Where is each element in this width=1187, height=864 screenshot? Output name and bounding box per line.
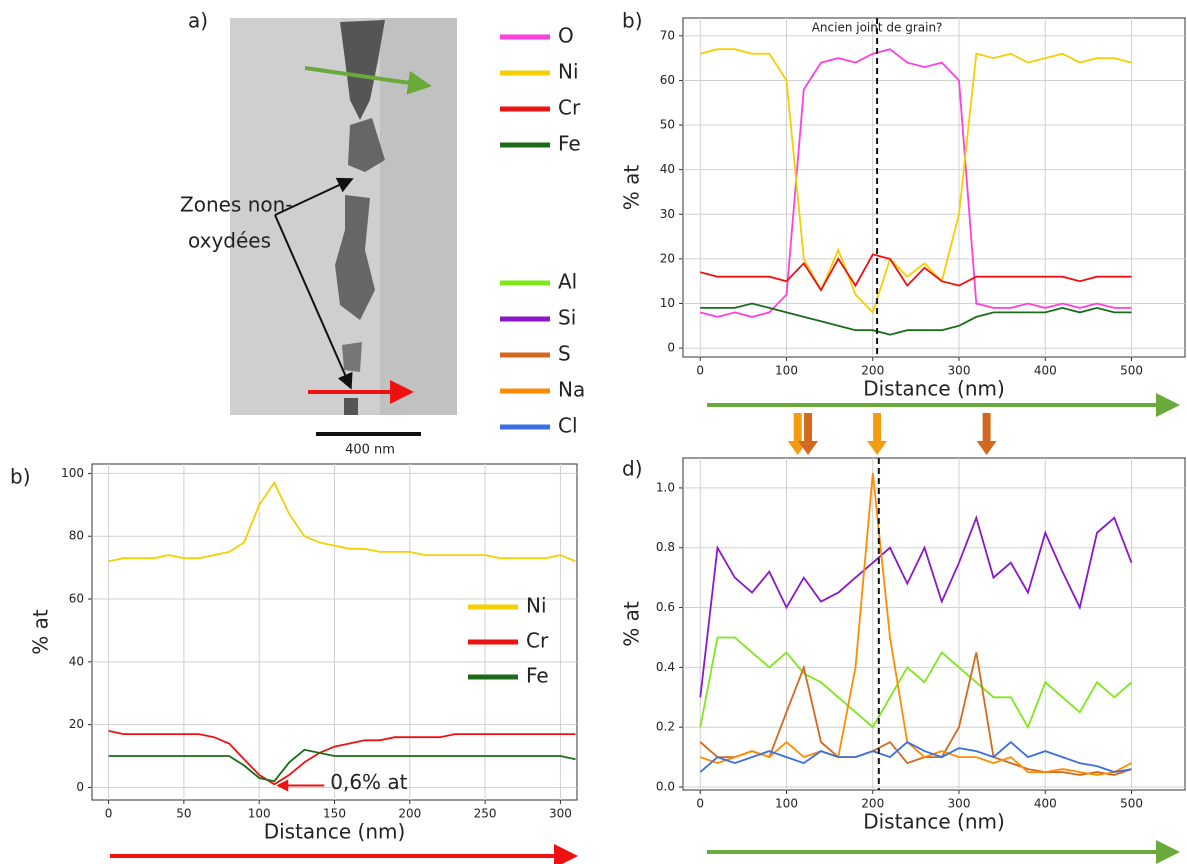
x-tick-label: 200: [861, 364, 884, 378]
legend-label: S: [558, 342, 571, 366]
panel-label: b): [622, 9, 643, 33]
x-tick-label: 0: [696, 364, 704, 378]
y-tick-label: 20: [660, 251, 675, 265]
panel-label: b): [10, 465, 31, 489]
annotation: Zones non-: [180, 193, 293, 217]
x-tick-label: 100: [775, 364, 798, 378]
legend-label: Al: [558, 270, 577, 294]
y-axis-label: % at: [620, 165, 644, 211]
scale-label: 400 nm: [345, 443, 395, 458]
series-line: [699, 740, 1132, 774]
y-tick-label: 0: [667, 341, 675, 355]
x-axis-label: Distance (nm): [863, 377, 1005, 401]
y-tick-label: 60: [660, 73, 675, 87]
plot-area: [682, 17, 1186, 358]
legend-label: Si: [558, 306, 576, 330]
legend-label: Cl: [558, 414, 578, 438]
x-tick-label: 400: [1034, 364, 1057, 378]
x-tick-label: 50: [176, 807, 191, 821]
y-tick-label: 40: [69, 654, 84, 668]
y-tick-label: 50: [660, 118, 675, 132]
x-axis-label: Distance (nm): [863, 810, 1005, 834]
x-tick-label: 300: [549, 807, 572, 821]
y-tick-label: 0: [76, 780, 84, 794]
y-tick-label: 60: [69, 592, 84, 606]
legend-label: Cr: [558, 96, 581, 120]
y-tick-label: 1.0: [656, 480, 675, 494]
panel-label: a): [188, 9, 208, 33]
legend-label: Na: [558, 378, 585, 402]
y-tick-label: 20: [69, 717, 84, 731]
x-tick-label: 400: [1034, 797, 1057, 811]
y-tick-label: 0.2: [656, 720, 675, 734]
y-tick-label: 10: [660, 296, 675, 310]
oxide: [348, 118, 385, 172]
series-line: [108, 748, 576, 783]
pointer-arrow: [274, 214, 353, 390]
x-tick-label: 300: [948, 797, 971, 811]
series-line: [699, 652, 1132, 776]
x-tick-label: 150: [323, 807, 346, 821]
micrograph-panel: Zones non- oxydées 400 nm a): [180, 9, 457, 458]
micrograph-shade: [380, 18, 457, 415]
oxide: [344, 398, 358, 415]
legend-label: Cr: [526, 629, 549, 653]
marker-arrow: [798, 413, 819, 455]
y-axis-label: % at: [29, 609, 53, 655]
marker-arrow: [867, 413, 888, 455]
y-tick-label: 0.6: [656, 600, 675, 614]
x-tick-label: 200: [398, 807, 421, 821]
x-tick-label: 500: [1120, 797, 1143, 811]
x-tick-label: 100: [248, 807, 271, 821]
series-line: [700, 48, 1132, 315]
pointer-arrow: [274, 177, 354, 216]
plot-area: [682, 457, 1186, 791]
legend-label: Fe: [558, 132, 581, 156]
y-tick-label: 80: [69, 529, 84, 543]
y-axis-label: % at: [620, 601, 644, 647]
series-line: [700, 472, 1132, 776]
y-tick-label: 30: [660, 207, 675, 221]
annotation: Ancien joint de grain?: [812, 21, 943, 35]
y-tick-label: 70: [660, 28, 675, 42]
y-tick-label: 0.8: [656, 540, 675, 554]
oxide: [342, 342, 362, 372]
legend-label: Ni: [526, 594, 547, 618]
y-tick-label: 40: [660, 162, 675, 176]
marker-arrow: [976, 413, 997, 455]
series-line: [699, 514, 1133, 698]
legend-label: Fe: [526, 664, 549, 688]
x-tick-label: 0: [696, 797, 704, 811]
x-tick-label: 200: [861, 797, 884, 811]
series-line: [700, 253, 1132, 292]
x-tick-label: 300: [948, 364, 971, 378]
x-tick-label: 250: [474, 807, 497, 821]
oxide: [340, 20, 385, 120]
annotation: oxydées: [188, 229, 271, 253]
legend-label: Ni: [558, 60, 579, 84]
y-tick-label: 0.4: [656, 660, 675, 674]
y-tick-label: 0.0: [656, 780, 675, 794]
annotation: 0,6% at: [330, 770, 407, 794]
series-line: [700, 302, 1132, 336]
series-line: [108, 481, 576, 563]
y-tick-label: 100: [61, 466, 84, 480]
panel-label: d): [622, 457, 643, 481]
oxide: [335, 195, 375, 320]
legend-label: O: [558, 24, 574, 48]
profile-arrow: [304, 66, 432, 95]
series-line: [699, 636, 1133, 730]
x-tick-label: 500: [1120, 364, 1143, 378]
x-tick-label: 100: [775, 797, 798, 811]
series-line: [108, 730, 576, 786]
x-axis-label: Distance (nm): [264, 820, 406, 844]
x-tick-label: 0: [105, 807, 113, 821]
